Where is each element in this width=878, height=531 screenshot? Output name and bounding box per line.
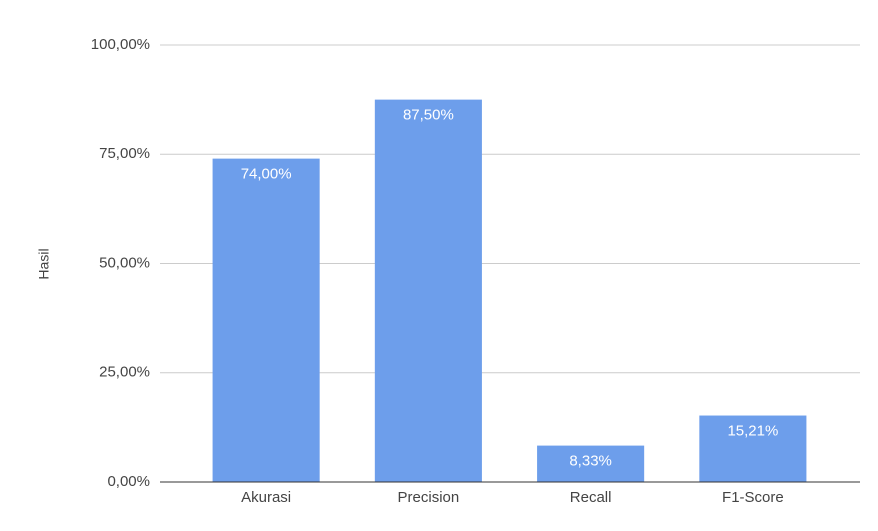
- y-tick-label: 75,00%: [99, 145, 150, 162]
- value-label: 8,33%: [569, 453, 612, 470]
- value-label: 74,00%: [241, 166, 292, 183]
- y-tick-label: 50,00%: [99, 254, 150, 271]
- bar: [699, 415, 807, 482]
- x-tick-label: Precision: [398, 489, 460, 506]
- y-tick-label: 0,00%: [107, 473, 150, 490]
- bar: [537, 445, 645, 482]
- bar: [374, 99, 482, 482]
- value-label: 15,21%: [727, 423, 778, 440]
- y-tick-label: 25,00%: [99, 364, 150, 381]
- value-label: 87,50%: [403, 107, 454, 124]
- y-tick-label: 100,00%: [91, 36, 150, 53]
- bar: [212, 158, 320, 482]
- y-axis-label: Hasil: [36, 248, 52, 279]
- x-tick-label: F1-Score: [722, 489, 784, 506]
- x-tick-label: Recall: [570, 489, 612, 506]
- x-tick-label: Akurasi: [241, 489, 291, 506]
